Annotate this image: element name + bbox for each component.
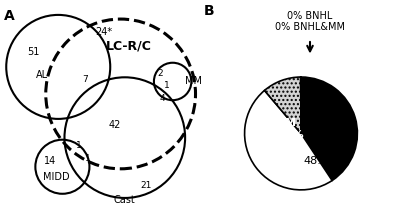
Text: B: B [204,4,215,18]
Text: MIDD: MIDD [43,172,70,182]
Text: AL: AL [36,70,48,80]
Text: MM: MM [185,76,202,86]
Wedge shape [244,90,332,190]
Text: 1: 1 [164,81,169,90]
Text: no
11.1%: no 11.1% [310,99,340,121]
Text: 21: 21 [140,181,151,190]
Text: 24*: 24* [96,26,112,36]
Text: 1: 1 [84,154,90,163]
Text: 1: 1 [76,141,82,150]
Text: 51: 51 [27,47,40,57]
Wedge shape [264,77,301,133]
Text: 42: 42 [108,120,120,130]
Text: A: A [4,9,15,23]
Text: 0% BNHL
0% BNHL&MM: 0% BNHL 0% BNHL&MM [275,11,345,33]
Text: Cast: Cast [114,195,136,205]
Text: 7: 7 [82,75,88,84]
Text: LC-R/C: LC-R/C [106,39,152,53]
Wedge shape [301,77,358,181]
Text: MM
40.7%: MM 40.7% [266,118,304,140]
Text: 4: 4 [160,94,165,103]
Text: MG
48.1%: MG 48.1% [303,144,338,166]
Text: 2: 2 [157,69,163,78]
Text: 14: 14 [44,156,56,166]
